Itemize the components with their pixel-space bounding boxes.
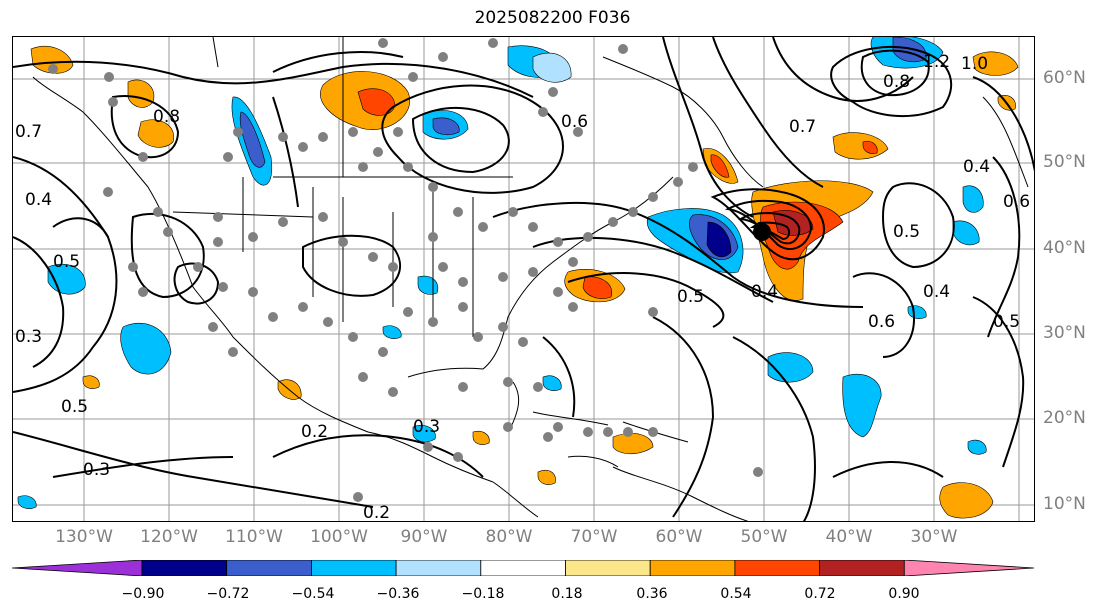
colorbar-cell — [141, 560, 228, 576]
colorbar-cell — [819, 560, 905, 576]
colorbar-extend-high — [903, 560, 1035, 576]
contour-label: 0.3 — [15, 327, 42, 347]
lon-label: 60°W — [655, 527, 703, 547]
contour-label: 0.7 — [15, 122, 42, 142]
contour-label: 0.3 — [83, 460, 110, 480]
contour-label: 0.2 — [301, 422, 328, 442]
lon-label: 30°W — [910, 527, 958, 547]
storm-center-marker — [753, 223, 771, 241]
colorbar-cell — [226, 560, 312, 576]
colorbar-cell — [480, 560, 566, 576]
contour-label: 0.8 — [153, 107, 180, 127]
lon-label: 100°W — [310, 527, 368, 547]
lon-label: 90°W — [400, 527, 448, 547]
colorbar-tick-label: 0.90 — [888, 586, 920, 602]
contour-label: 0.4 — [25, 190, 52, 210]
contour-label-group: 0.7 0.8 0.6 0.5 0.4 0.3 0.2 1.2 1.0 0.3 … — [15, 52, 1030, 522]
lat-label: 10°N — [1043, 494, 1086, 514]
lon-label: 130°W — [55, 527, 113, 547]
graticule — [13, 37, 1034, 521]
colorbar-cell — [310, 560, 397, 576]
coastlines — [32, 37, 1029, 521]
colorbar-tick-label: −0.72 — [206, 586, 250, 602]
lon-label: 40°W — [825, 527, 873, 547]
contour-label: 0.2 — [363, 503, 390, 522]
contour-label: 0.6 — [868, 312, 895, 332]
contour-label: 0.6 — [561, 112, 588, 132]
map-canvas: 0.7 0.8 0.6 0.5 0.4 0.3 0.2 1.2 1.0 0.3 … — [13, 37, 1034, 522]
lat-label: 50°N — [1043, 152, 1086, 172]
map-panel: 0.7 0.8 0.6 0.5 0.4 0.3 0.2 1.2 1.0 0.3 … — [12, 36, 1035, 522]
contour-label: 0.5 — [993, 312, 1020, 332]
colorbar-tick-label: −0.36 — [376, 586, 420, 602]
colorbar-tick-label: 0.54 — [720, 586, 752, 602]
contour-label: 1.2 — [923, 52, 950, 72]
colorbar — [12, 560, 1035, 576]
colorbar-cell — [734, 560, 821, 576]
contour-label: 0.6 — [1003, 192, 1030, 212]
colorbar-tick-label: 0.18 — [551, 586, 583, 602]
contour-label: 0.5 — [893, 222, 920, 242]
lon-label: 50°W — [740, 527, 788, 547]
lat-label: 20°N — [1043, 408, 1086, 428]
contour-label: 0.5 — [61, 397, 88, 417]
colorbar-tick-label: 0.72 — [804, 586, 836, 602]
colorbar-tick-label: −0.54 — [291, 586, 335, 602]
contour-label: 0.8 — [883, 72, 910, 92]
map-title: 2025082200 F036 — [474, 8, 631, 28]
lon-label: 80°W — [485, 527, 533, 547]
contour-label: 0.4 — [751, 282, 778, 302]
lat-label: 60°N — [1043, 68, 1086, 88]
colorbar-extend-low — [12, 560, 143, 576]
lon-label: 70°W — [570, 527, 618, 547]
contour-label: 0.5 — [677, 287, 704, 307]
colorbar-tick-label: −0.18 — [461, 586, 505, 602]
lon-label: 120°W — [140, 527, 198, 547]
contour-label: 0.4 — [963, 157, 990, 177]
contour-label: 0.7 — [789, 117, 816, 137]
contour-label: 0.3 — [413, 417, 440, 437]
lon-label: 110°W — [225, 527, 283, 547]
lat-label: 30°N — [1043, 323, 1086, 343]
colorbar-cell — [565, 560, 651, 576]
station-dots — [48, 38, 763, 502]
lat-label: 40°N — [1043, 238, 1086, 258]
contour-lines — [13, 37, 1034, 521]
contour-label: 0.4 — [923, 282, 950, 302]
contour-label: 0.5 — [53, 252, 80, 272]
contour-label: 1.0 — [961, 54, 988, 74]
colorbar-tick-label: −0.90 — [121, 586, 165, 602]
colorbar-cell — [649, 560, 736, 576]
colorbar-cell — [395, 560, 482, 576]
colorbar-tick-label: 0.36 — [636, 586, 668, 602]
